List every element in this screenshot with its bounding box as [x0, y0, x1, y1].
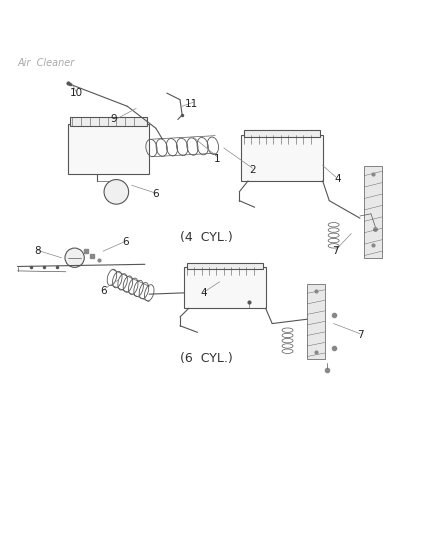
Text: 4: 4	[334, 174, 341, 184]
Circle shape	[65, 248, 84, 268]
Text: 10: 10	[70, 88, 83, 98]
Text: 6: 6	[99, 286, 106, 296]
FancyBboxPatch shape	[184, 266, 265, 308]
FancyBboxPatch shape	[241, 135, 322, 181]
Text: 6: 6	[152, 189, 159, 199]
Text: (6  CYL.): (6 CYL.)	[180, 352, 232, 365]
Polygon shape	[364, 166, 381, 258]
FancyBboxPatch shape	[68, 124, 149, 174]
FancyBboxPatch shape	[243, 131, 320, 137]
Text: 6: 6	[121, 237, 128, 247]
Text: 11: 11	[184, 99, 197, 109]
Text: (4  CYL.): (4 CYL.)	[180, 231, 232, 245]
Polygon shape	[307, 284, 324, 359]
Text: 7: 7	[356, 329, 363, 340]
Text: 7: 7	[332, 246, 339, 256]
Text: 9: 9	[110, 115, 117, 124]
Text: 8: 8	[34, 246, 41, 256]
Circle shape	[104, 180, 128, 204]
FancyBboxPatch shape	[186, 263, 263, 269]
Text: 1: 1	[213, 154, 220, 164]
Text: Air  Cleaner: Air Cleaner	[18, 58, 74, 68]
Text: 4: 4	[200, 288, 207, 298]
Text: 2: 2	[248, 165, 255, 175]
FancyBboxPatch shape	[70, 117, 147, 126]
